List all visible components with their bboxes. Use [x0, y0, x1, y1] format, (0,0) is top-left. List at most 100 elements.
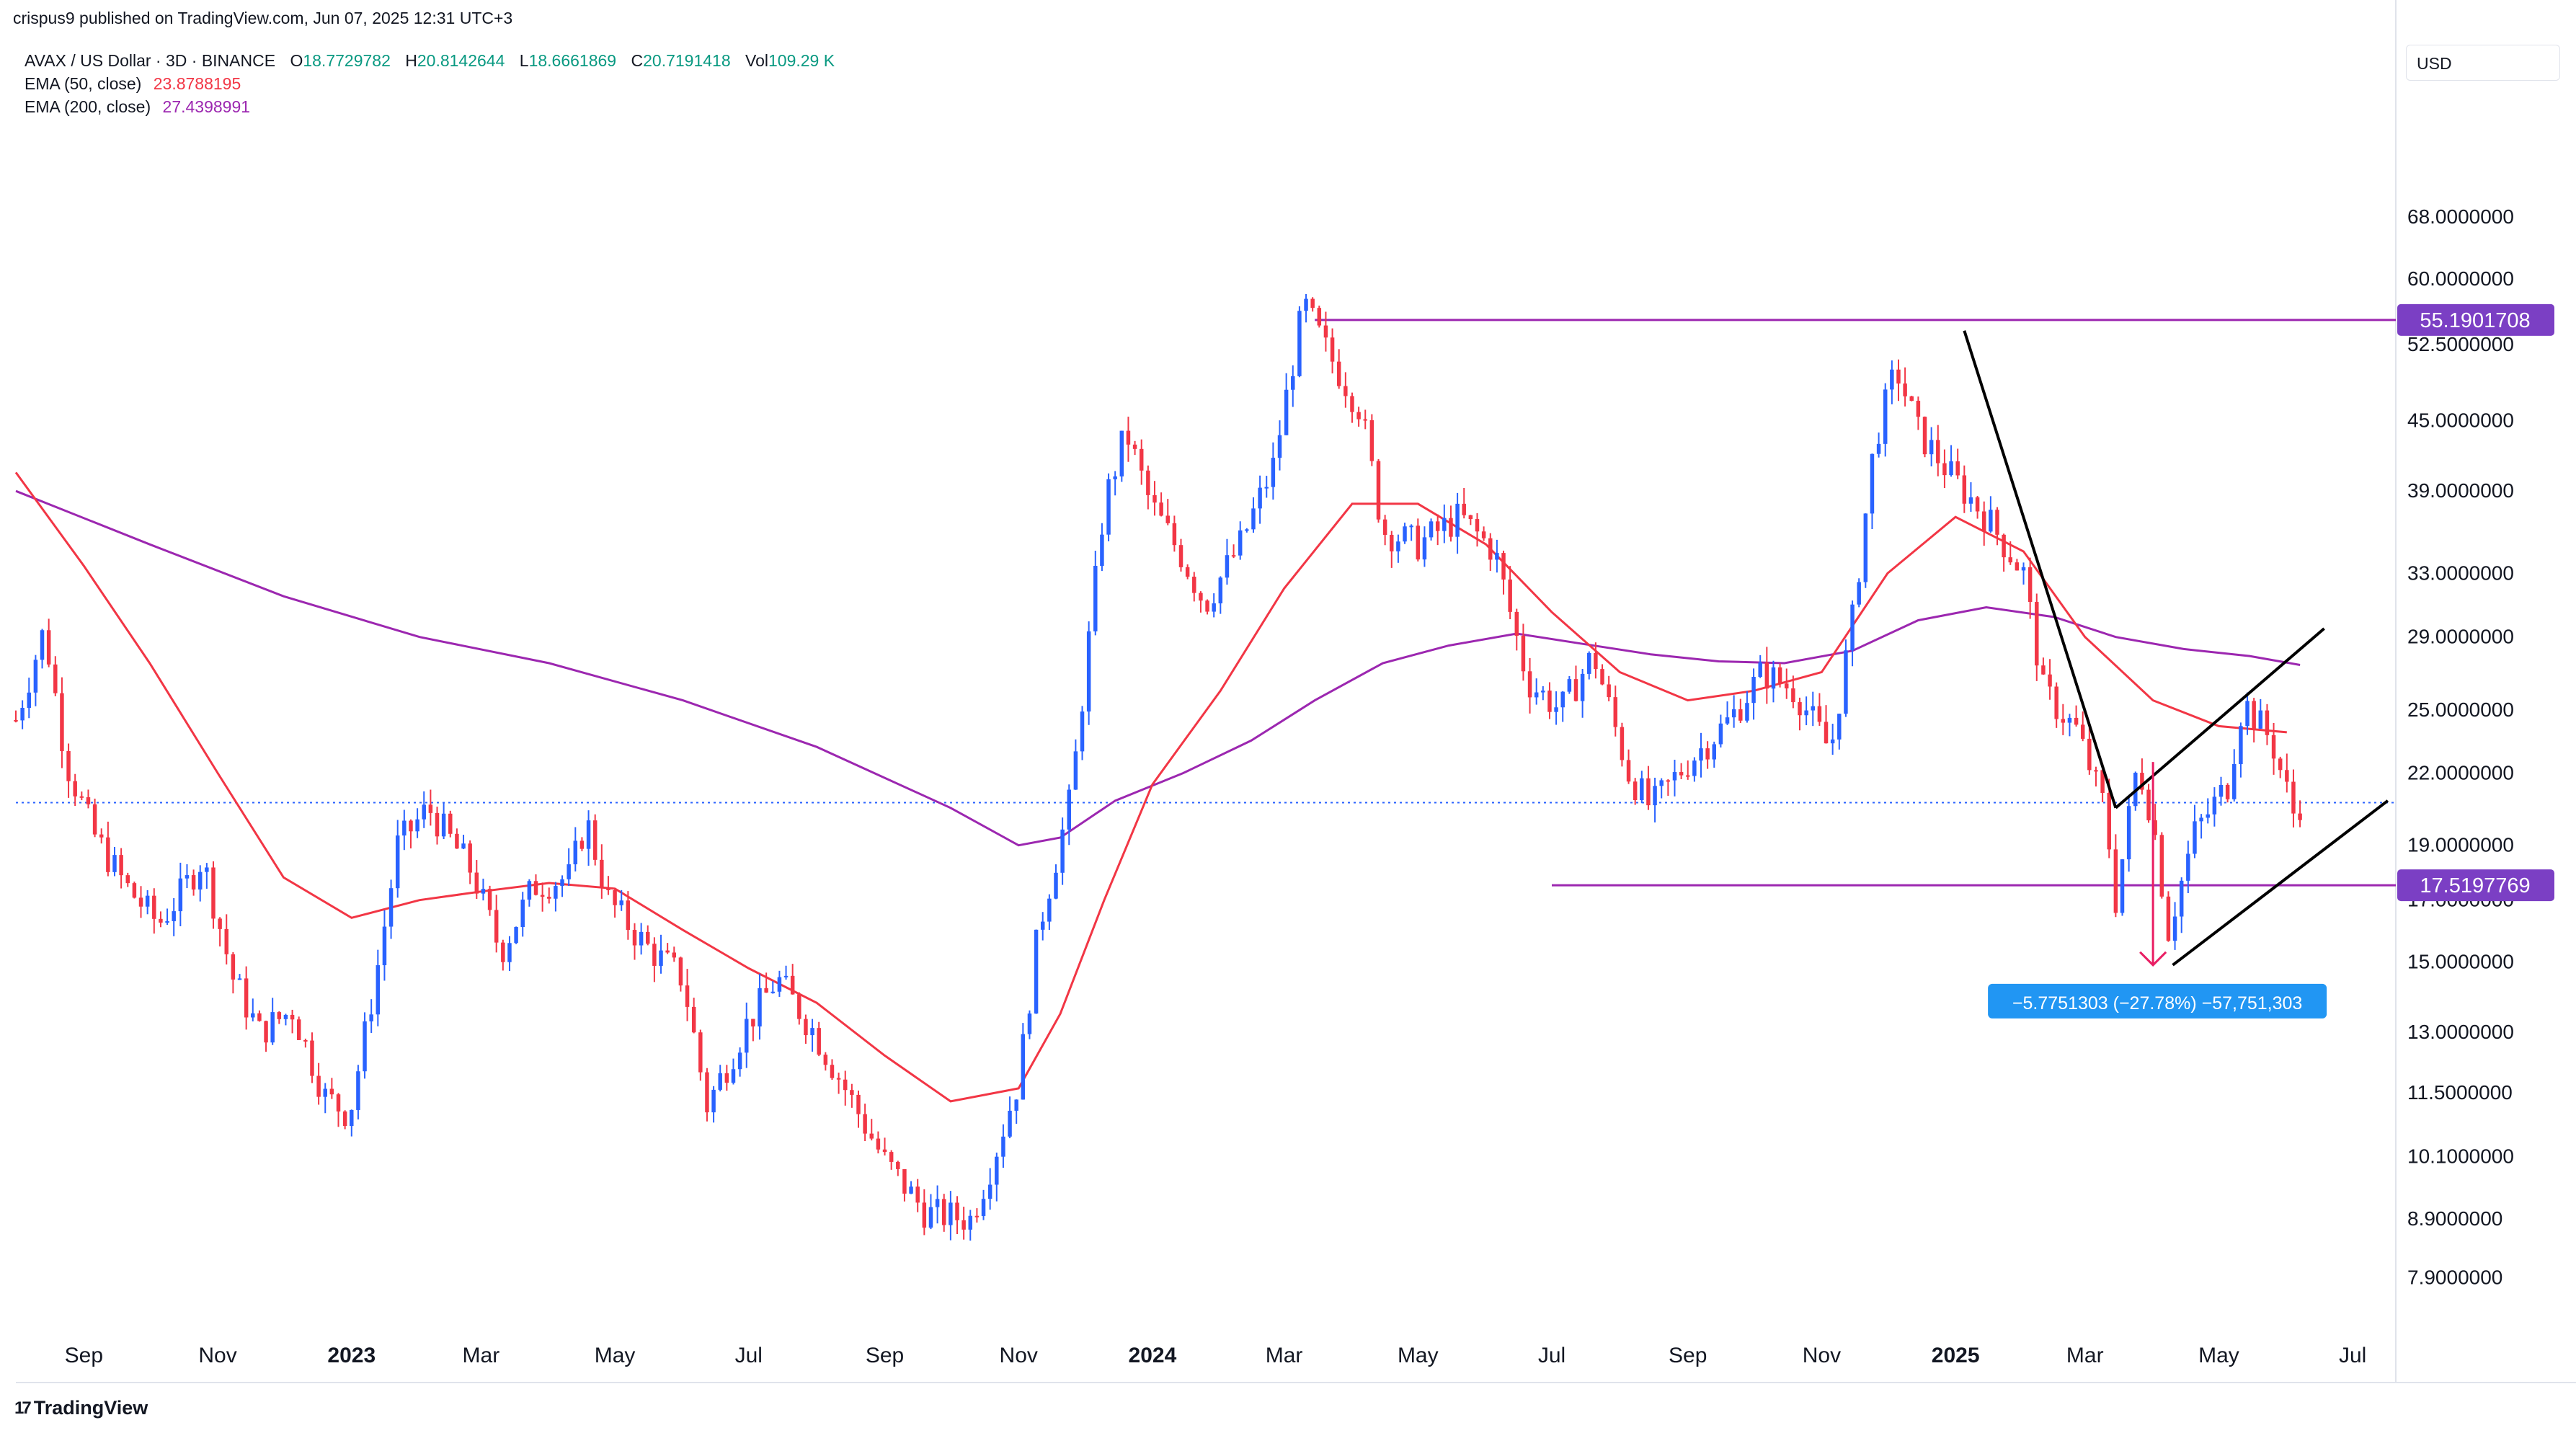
- candle-body: [264, 1021, 268, 1043]
- level-label-bg: [2397, 869, 2554, 902]
- candle-body: [1798, 702, 1802, 716]
- candle-body: [1837, 714, 1842, 740]
- currency-button[interactable]: USD: [2406, 45, 2560, 81]
- candle-body: [1607, 684, 1611, 698]
- x-tick-label: Sep: [866, 1344, 904, 1367]
- candle-body: [1659, 780, 1664, 786]
- candle-body: [1225, 555, 1230, 578]
- candle-body: [1310, 298, 1315, 309]
- candle-body: [2113, 849, 2118, 913]
- y-tick-label: 45.0000000: [2407, 409, 2514, 431]
- candle-body: [1449, 518, 1453, 537]
- candle-body: [2008, 557, 2012, 563]
- y-tick-label: 25.0000000: [2407, 698, 2514, 721]
- candle-body: [1824, 722, 1829, 744]
- candle-body: [619, 900, 623, 905]
- candle-body: [817, 1028, 821, 1055]
- candle-body: [257, 1013, 262, 1021]
- ema200-line: [15, 489, 2301, 847]
- candle-body: [672, 952, 677, 958]
- candle-body: [1021, 1034, 1026, 1100]
- candle-body: [520, 900, 525, 928]
- x-tick-label: Nov: [198, 1344, 236, 1367]
- candle-body: [1764, 662, 1769, 689]
- candle-body: [244, 978, 249, 1018]
- candle-body: [1725, 717, 1730, 724]
- candle-body: [1653, 786, 1657, 806]
- candle-body: [2291, 781, 2296, 814]
- candle-body: [1054, 872, 1058, 899]
- candle-body: [1718, 723, 1723, 745]
- candle-body: [53, 664, 58, 693]
- candle-body: [1178, 545, 1183, 567]
- candle-body: [1844, 650, 1848, 714]
- candle-body: [14, 719, 18, 722]
- candle-body: [382, 926, 387, 966]
- legend-ema50-row[interactable]: EMA (50, close) 23.8788195: [25, 72, 835, 95]
- candle-body: [1640, 778, 1644, 801]
- candle-body: [678, 957, 683, 986]
- candle-body: [1962, 475, 1967, 504]
- candle-body: [363, 1021, 367, 1072]
- legend-ema200-row[interactable]: EMA (200, close) 27.4398991: [25, 95, 835, 118]
- candle-body: [1876, 443, 1881, 454]
- candle-body: [329, 1088, 334, 1095]
- candle-body: [336, 1094, 341, 1112]
- measure-label-bg: [1988, 983, 2327, 1019]
- candle-body: [2193, 821, 2197, 854]
- candle-body: [1857, 582, 1861, 605]
- candles-group: [14, 293, 2302, 1241]
- candle-body: [33, 660, 38, 693]
- candle-body: [567, 864, 571, 879]
- candle-body: [1409, 525, 1413, 528]
- candle-body: [1560, 691, 1565, 708]
- candle-body: [2067, 717, 2072, 723]
- y-tick-label: 29.0000000: [2407, 626, 2514, 648]
- candle-body: [922, 1202, 927, 1228]
- candle-body: [1212, 603, 1216, 612]
- candle-body: [876, 1138, 881, 1150]
- candle-body: [1008, 1110, 1012, 1137]
- symbol-label[interactable]: AVAX / US Dollar · 3D · BINANCE: [25, 51, 276, 70]
- x-tick-label: May: [1398, 1344, 1439, 1367]
- candle-body: [850, 1090, 854, 1095]
- candle-body: [1185, 567, 1190, 577]
- candle-body: [1903, 383, 1907, 396]
- candle-body: [2258, 710, 2263, 729]
- candle-body: [1501, 553, 1506, 580]
- candle-body: [1100, 534, 1104, 567]
- candle-body: [2080, 724, 2085, 739]
- candle-body: [632, 930, 637, 946]
- candle-body: [1047, 898, 1052, 922]
- candle-body: [1034, 929, 1039, 1014]
- candle-body: [376, 965, 381, 1015]
- candle-body: [369, 1014, 373, 1021]
- candle-body: [1251, 508, 1256, 530]
- candle-body: [290, 1014, 295, 1020]
- candle-body: [2252, 701, 2256, 729]
- candle-body: [119, 855, 123, 876]
- candle-body: [224, 928, 228, 954]
- tradingview-logo[interactable]: 17 TradingView: [14, 1397, 148, 1419]
- candle-body: [751, 1019, 755, 1026]
- candle-body: [606, 887, 610, 890]
- x-tick-label: Sep: [65, 1344, 103, 1367]
- vol-value: 109.29 K: [768, 51, 835, 70]
- x-tick-label: Jul: [2339, 1344, 2366, 1367]
- x-tick-label: Nov: [1803, 1344, 1841, 1367]
- y-tick-label: 68.0000000: [2407, 205, 2514, 228]
- candle-body: [1514, 611, 1519, 636]
- candle-body: [949, 1202, 953, 1225]
- candle-body: [1001, 1136, 1005, 1157]
- candle-body: [1633, 781, 1638, 801]
- candle-body: [1403, 526, 1407, 542]
- level-label-text: 55.1901708: [2420, 309, 2530, 332]
- x-tick-label: 2025: [1932, 1344, 1980, 1367]
- candle-body: [1936, 440, 1940, 463]
- candle-body: [1199, 593, 1203, 601]
- level-label-text: 17.5197769: [2420, 874, 2530, 897]
- candle-body: [1521, 636, 1526, 672]
- candle-body: [1620, 727, 1625, 760]
- candle-body: [152, 895, 156, 919]
